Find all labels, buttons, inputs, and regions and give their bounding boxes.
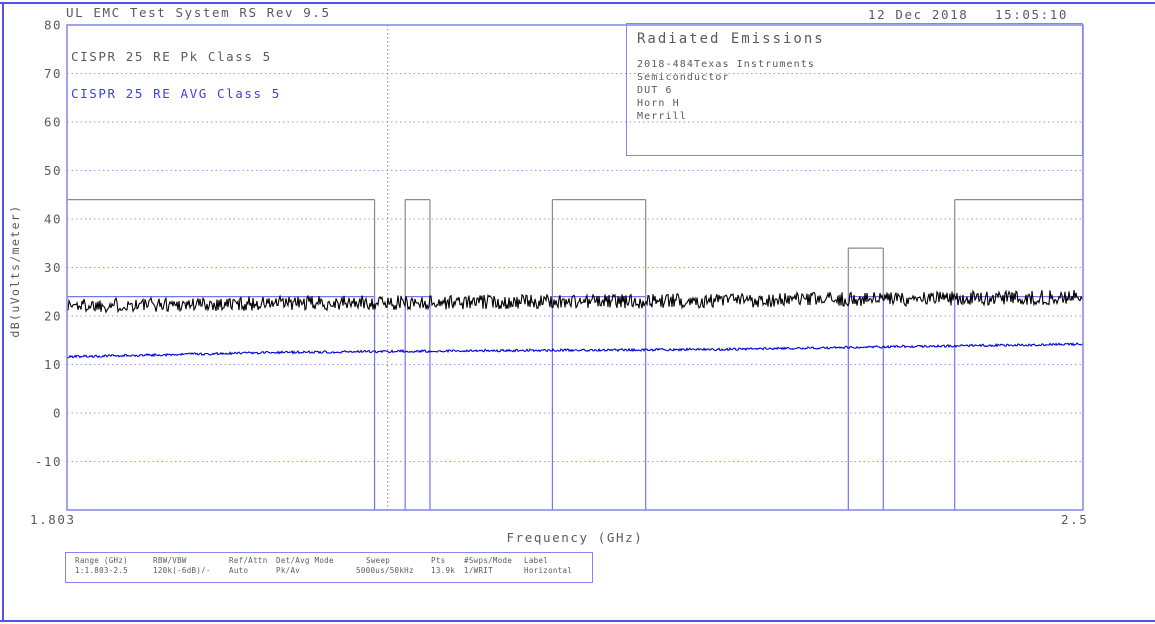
settings-header-det-avg-mode: Det/Avg Mode bbox=[276, 556, 334, 565]
settings-header-ref-attn: Ref/Attn bbox=[229, 556, 268, 565]
outer-border-bottom bbox=[0, 620, 1155, 622]
settings-header-label: Label bbox=[524, 556, 549, 565]
y-tick-label: 30 bbox=[44, 260, 62, 275]
settings-col-det-avg-mode: Det/Avg Mode Pk/Av bbox=[276, 556, 334, 576]
settings-header-swps-mode: #Swps/Mode bbox=[464, 556, 513, 565]
settings-col-rbw-vbw: RBW/VBW 120k(-6dB)/- bbox=[153, 556, 211, 576]
settings-value-rbw-vbw: 120k(-6dB)/- bbox=[153, 566, 211, 575]
avg-trace bbox=[66, 342, 1084, 359]
settings-header-sweep: Sweep bbox=[366, 556, 391, 565]
settings-col-range: Range (GHz) 1:1.803-2.5 bbox=[75, 556, 128, 576]
settings-header-pts: Pts bbox=[431, 556, 446, 565]
info-line-antenna: Horn H bbox=[637, 98, 680, 109]
settings-col-ref-attn: Ref/Attn Auto bbox=[229, 556, 268, 576]
peak-trace bbox=[66, 289, 1084, 314]
avg-limit-legend-label: CISPR 25 RE AVG Class 5 bbox=[71, 86, 281, 101]
y-tick-label: 20 bbox=[44, 309, 62, 324]
settings-col-sweep: Sweep 5000us/50kHz bbox=[356, 556, 414, 576]
x-max-label: 2.5 bbox=[1061, 512, 1089, 527]
y-tick-label: 80 bbox=[44, 18, 62, 33]
settings-value-ref-attn: Auto bbox=[229, 566, 249, 575]
info-line-engineer: Merrill bbox=[637, 111, 687, 122]
outer-border-left bbox=[2, 2, 4, 622]
y-tick-label: 50 bbox=[44, 163, 62, 178]
settings-col-swps-mode: #Swps/Mode 1/WRIT bbox=[464, 556, 512, 576]
settings-value-pts: 13.9k bbox=[431, 566, 456, 575]
settings-value-det-avg-mode: Pk/Av bbox=[276, 566, 301, 575]
x-axis-label: Frequency (GHz) bbox=[506, 530, 644, 545]
y-axis-label: dB(uVolts/meter) bbox=[8, 204, 22, 338]
settings-value-range: 1:1.803-2.5 bbox=[75, 566, 128, 575]
y-tick-label: 70 bbox=[44, 66, 62, 81]
settings-value-label: Horizontal bbox=[524, 566, 573, 575]
timestamp-time: 15:05:10 bbox=[995, 7, 1069, 22]
outer-border-top bbox=[0, 2, 1155, 4]
x-min-label: 1.803 bbox=[30, 512, 76, 527]
info-line-division: Semiconductor bbox=[637, 72, 730, 83]
info-line-project: 2018-484Texas Instruments bbox=[637, 59, 816, 70]
y-tick-label: 10 bbox=[44, 357, 62, 372]
settings-col-pts: Pts 13.9k bbox=[431, 556, 455, 576]
settings-header-rbw-vbw: RBW/VBW bbox=[153, 556, 187, 565]
y-tick-label: 40 bbox=[44, 212, 62, 227]
settings-value-sweep: 5000us/50kHz bbox=[356, 566, 414, 575]
x-axis-label-wrap: Frequency (GHz) bbox=[67, 527, 1083, 546]
y-tick-label: -10 bbox=[35, 454, 62, 469]
settings-table: Range (GHz) 1:1.803-2.5 RBW/VBW 120k(-6d… bbox=[65, 552, 593, 583]
settings-header-range: Range (GHz) bbox=[75, 556, 128, 565]
settings-col-label: Label Horizontal bbox=[524, 556, 572, 576]
settings-value-swps-mode: 1/WRIT bbox=[464, 566, 493, 575]
app-title: UL EMC Test System RS Rev 9.5 bbox=[66, 5, 331, 20]
info-line-dut: DUT 6 bbox=[637, 85, 673, 96]
timestamp-date: 12 Dec 2018 bbox=[868, 7, 969, 22]
peak-limit-legend-label: CISPR 25 RE Pk Class 5 bbox=[71, 49, 272, 64]
plot-border bbox=[66, 24, 1084, 511]
y-tick-label: 0 bbox=[53, 406, 62, 421]
y-tick-label: 60 bbox=[44, 115, 62, 130]
info-box-title: Radiated Emissions bbox=[637, 31, 825, 47]
test-info-box: Radiated Emissions 2018-484Texas Instrum… bbox=[626, 23, 1083, 156]
